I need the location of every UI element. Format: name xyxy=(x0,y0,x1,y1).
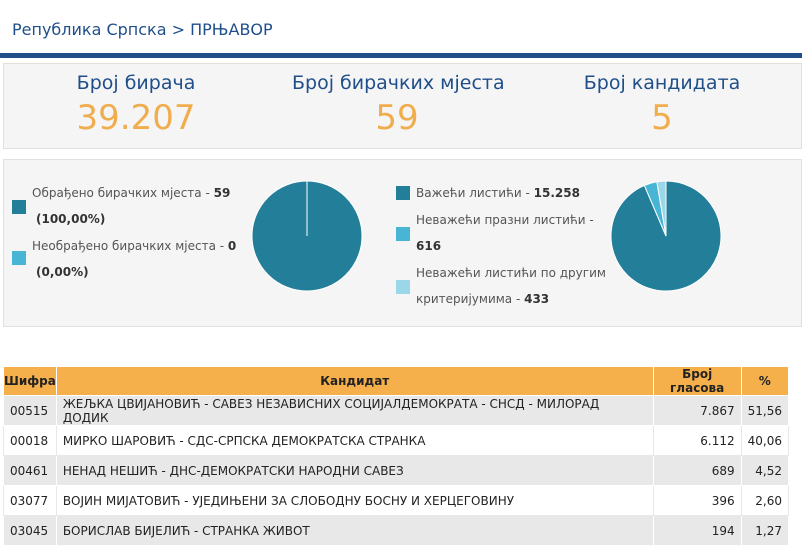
polling-stations-value: 59 xyxy=(375,98,419,138)
unprocessed-pct: (0,00%) xyxy=(36,265,89,279)
cell-code: 03045 xyxy=(3,515,57,546)
processed-value: 59 xyxy=(213,186,231,200)
cell-votes: 6.112 xyxy=(652,425,742,456)
cell-votes: 689 xyxy=(652,455,742,486)
legend-blank: Неважећи празни листићи - 616 xyxy=(396,207,596,259)
other-text-1: Неважећи листићи по другим xyxy=(416,266,606,280)
candidates-stat: Број кандидата 5 xyxy=(582,72,742,138)
cell-candidate: ЖЕЉКА ЦВИЈАНОВИЋ - САВЕЗ НЕЗАВИСНИХ СОЦИ… xyxy=(55,395,654,426)
blank-value: 616 xyxy=(416,239,442,253)
cell-code: 03077 xyxy=(3,485,57,516)
cell-percent: 2,60 xyxy=(740,485,790,516)
cell-code: 00018 xyxy=(3,425,57,456)
polling-stations-label: Број бирачких мјеста xyxy=(292,72,505,94)
breadcrumb[interactable]: Република Српска > ПРЊАВОР xyxy=(12,20,273,39)
legend-swatch-valid xyxy=(396,186,410,200)
table-row[interactable]: 00461 НЕНАД НЕШИЋ - ДНС-ДЕМОКРАТСКИ НАРОД… xyxy=(3,455,790,486)
column-candidate[interactable]: Кандидат xyxy=(55,366,654,396)
table-row[interactable]: 03045 БОРИСЛАВ БИЈЕЛИЋ - СТРАНКА ЖИВОТ 194… xyxy=(3,515,790,546)
cell-percent: 40,06 xyxy=(740,425,790,456)
legend-processed: Обрађено бирачких мјеста - 59 (100,00%) xyxy=(12,180,232,232)
cell-candidate: ВОЈИН МИЈАТОВИЋ - УЈЕДИЊЕНИ ЗА СЛОБОДНУ … xyxy=(55,485,654,516)
legend-swatch-blank xyxy=(396,227,410,241)
processed-text: Обрађено бирачких мјеста - xyxy=(32,186,214,200)
charts-panel: Обрађено бирачких мјеста - 59 (100,00%) … xyxy=(3,159,802,327)
voters-stat: Број бирача 39.207 xyxy=(66,72,206,138)
cell-votes: 7.867 xyxy=(652,395,742,426)
stations-pie-chart xyxy=(251,180,363,292)
cell-code: 00515 xyxy=(3,395,57,426)
table-row[interactable]: 00018 МИРКО ШАРОВИЋ - СДС-СРПСКА ДЕМОКРАТ… xyxy=(3,425,790,456)
cell-percent: 1,27 xyxy=(740,515,790,546)
table-row[interactable]: 03077 ВОЈИН МИЈАТОВИЋ - УЈЕДИЊЕНИ ЗА СЛОБ… xyxy=(3,485,790,516)
legend-valid: Важећи листићи - 15.258 xyxy=(396,180,596,206)
processed-pct: (100,00%) xyxy=(36,212,106,226)
blank-text: Неважећи празни листићи - xyxy=(416,213,594,227)
column-votes[interactable]: Број гласова xyxy=(652,366,742,396)
unprocessed-value: 0 xyxy=(227,239,237,253)
cell-candidate: МИРКО ШАРОВИЋ - СДС-СРПСКА ДЕМОКРАТСКА С… xyxy=(55,425,654,456)
legend-other-invalid: Неважећи листићи по другим критеријумима… xyxy=(396,260,606,312)
column-code[interactable]: Шифра xyxy=(3,366,57,396)
legend-swatch-processed xyxy=(12,200,26,214)
column-percent[interactable]: % xyxy=(740,366,790,396)
legend-unprocessed: Необрађено бирачких мјеста - 0 (0,00%) xyxy=(12,233,236,285)
results-table: Шифра Кандидат Број гласова % 00515 ЖЕЉКА… xyxy=(3,366,790,546)
voters-value: 39.207 xyxy=(76,98,196,138)
candidates-label: Број кандидата xyxy=(583,72,741,94)
candidates-value: 5 xyxy=(651,98,673,138)
table-row[interactable]: 00515 ЖЕЉКА ЦВИЈАНОВИЋ - САВЕЗ НЕЗАВИСНИХ… xyxy=(3,395,790,426)
unprocessed-text: Необрађено бирачких мјеста - xyxy=(32,239,228,253)
cell-votes: 194 xyxy=(652,515,742,546)
valid-value: 15.258 xyxy=(533,186,580,200)
cell-candidate: БОРИСЛАВ БИЈЕЛИЋ - СТРАНКА ЖИВОТ xyxy=(55,515,654,546)
cell-percent: 51,56 xyxy=(740,395,790,426)
cell-code: 00461 xyxy=(3,455,57,486)
ballots-pie-chart xyxy=(610,180,722,292)
other-text-2: критеријумима - xyxy=(416,292,525,306)
polling-stations-stat: Број бирачких мјеста 59 xyxy=(292,72,505,138)
legend-swatch-unprocessed xyxy=(12,251,26,265)
cell-candidate: НЕНАД НЕШИЋ - ДНС-ДЕМОКРАТСКИ НАРОДНИ СА… xyxy=(55,455,654,486)
valid-text: Важећи листићи - xyxy=(416,186,534,200)
legend-swatch-other xyxy=(396,280,410,294)
stats-panel: Број бирача 39.207 Број бирачких мјеста … xyxy=(3,63,802,149)
page-header: Република Српска > ПРЊАВОР xyxy=(0,0,802,58)
voters-label: Број бирача xyxy=(76,72,196,94)
cell-votes: 396 xyxy=(652,485,742,516)
cell-percent: 4,52 xyxy=(740,455,790,486)
other-value: 433 xyxy=(524,292,550,306)
table-header-row: Шифра Кандидат Број гласова % xyxy=(3,366,790,396)
